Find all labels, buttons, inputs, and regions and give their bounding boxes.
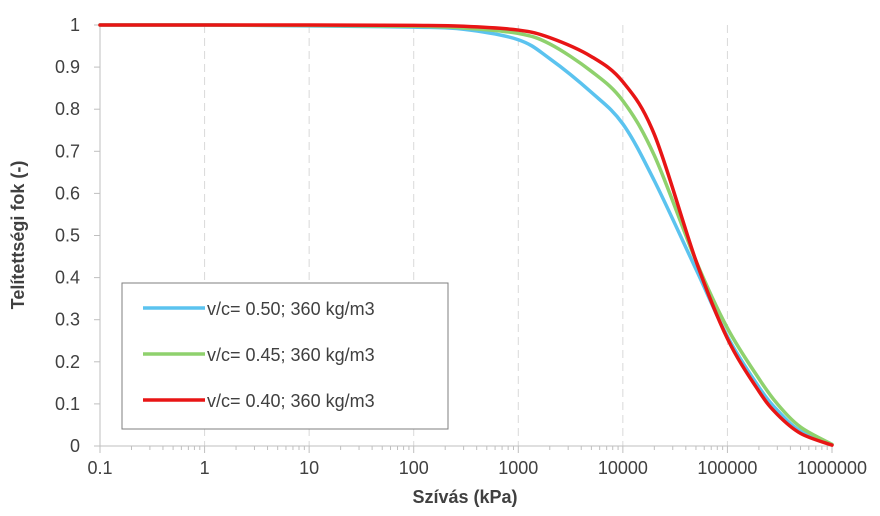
x-tick-label: 10 [299, 458, 319, 478]
x-axis-title: Szívás (kPa) [412, 487, 517, 507]
x-tick-label: 1 [200, 458, 210, 478]
axes [94, 24, 833, 453]
y-tick-label: 0.2 [55, 352, 80, 372]
y-tick-label: 0.4 [55, 268, 80, 288]
series-lines [98, 23, 834, 447]
y-tick-label: 1 [70, 15, 80, 35]
y-axis-title: Telítettségi fok (-) [8, 161, 28, 310]
y-tick-label: 0.7 [55, 141, 80, 161]
x-tick-labels: 0.1 1 10 100 1000 10000 100000 1000000 [87, 458, 867, 478]
y-tick-label: 0.5 [55, 226, 80, 246]
x-tick-label: 1000000 [797, 458, 867, 478]
x-tick-label: 10000 [598, 458, 648, 478]
series-line-3 [98, 23, 834, 447]
legend-label-2: v/c= 0.45; 360 kg/m3 [207, 345, 375, 365]
x-tick-label: 100 [399, 458, 429, 478]
y-tick-label: 0.9 [55, 57, 80, 77]
grid [204, 25, 728, 446]
legend-label-1: v/c= 0.50; 360 kg/m3 [207, 299, 375, 319]
x-tick-label: 100000 [697, 458, 757, 478]
x-tick-label: 0.1 [87, 458, 112, 478]
y-tick-label: 0.1 [55, 394, 80, 414]
legend-label-3: v/c= 0.40; 360 kg/m3 [207, 391, 375, 411]
y-tick-label: 0 [70, 436, 80, 456]
y-tick-label: 0.8 [55, 99, 80, 119]
x-tick-label: 1000 [498, 458, 538, 478]
y-tick-labels: 0 0.1 0.2 0.3 0.4 0.5 0.6 0.7 0.8 0.9 1 [55, 15, 80, 456]
legend: v/c= 0.50; 360 kg/m3 v/c= 0.45; 360 kg/m3… [121, 282, 449, 430]
y-tick-label: 0.6 [55, 183, 80, 203]
y-tick-label: 0.3 [55, 310, 80, 330]
